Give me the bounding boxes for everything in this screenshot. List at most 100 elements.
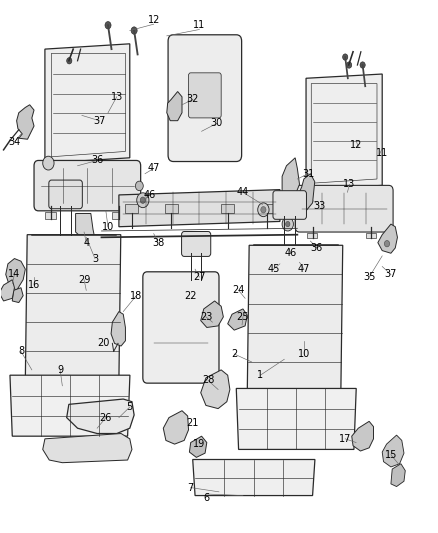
Polygon shape [193,459,315,496]
Circle shape [346,62,352,68]
Polygon shape [201,301,223,327]
Polygon shape [167,92,182,120]
Polygon shape [67,399,134,433]
Polygon shape [382,435,404,467]
Text: 47: 47 [148,164,160,173]
FancyBboxPatch shape [273,191,307,219]
Polygon shape [201,370,230,409]
Text: 30: 30 [211,118,223,128]
Text: 24: 24 [233,285,245,295]
Bar [125,204,138,214]
Text: 29: 29 [78,274,90,285]
Text: 47: 47 [298,264,310,274]
Text: 28: 28 [202,375,214,385]
Polygon shape [306,74,382,190]
Polygon shape [189,436,207,457]
Text: 7: 7 [187,482,194,492]
Text: 21: 21 [187,418,199,428]
Bar [221,204,234,214]
Polygon shape [228,309,247,330]
Text: 37: 37 [93,116,106,126]
Text: 10: 10 [102,222,114,232]
Text: 38: 38 [152,238,164,248]
Circle shape [43,156,54,170]
Text: 36: 36 [91,156,103,165]
Text: 16: 16 [28,280,40,290]
Polygon shape [6,259,25,290]
Circle shape [105,21,111,29]
Text: 13: 13 [343,179,356,189]
Bar [165,204,178,214]
Text: 46: 46 [285,248,297,259]
Text: 9: 9 [57,365,63,375]
Polygon shape [0,280,14,301]
Circle shape [282,208,289,216]
Polygon shape [10,375,130,436]
Circle shape [385,240,390,247]
Text: 37: 37 [385,270,397,279]
Circle shape [258,203,269,216]
Text: 36: 36 [311,243,323,253]
Text: 12: 12 [350,140,362,150]
Polygon shape [236,389,356,449]
Text: 6: 6 [203,493,209,503]
Circle shape [286,221,290,227]
Polygon shape [119,190,280,227]
FancyBboxPatch shape [295,185,393,232]
Polygon shape [45,44,130,163]
Text: 35: 35 [363,272,375,282]
Text: 44: 44 [237,187,249,197]
Text: 32: 32 [187,94,199,104]
Polygon shape [25,235,121,381]
Polygon shape [247,245,343,391]
FancyBboxPatch shape [143,272,219,383]
Circle shape [360,62,365,68]
Circle shape [135,181,143,191]
Text: 27: 27 [193,272,206,282]
Text: 18: 18 [130,290,142,301]
Text: 12: 12 [148,15,160,25]
FancyBboxPatch shape [188,73,221,118]
Polygon shape [43,433,132,463]
Bar [113,213,123,219]
Text: 26: 26 [100,413,112,423]
Bar [366,233,376,238]
Polygon shape [391,464,405,487]
Text: 33: 33 [313,200,325,211]
Text: 15: 15 [385,450,397,460]
Polygon shape [12,288,23,303]
Polygon shape [111,312,125,346]
FancyBboxPatch shape [168,35,242,161]
Text: 22: 22 [184,290,197,301]
Text: 2: 2 [231,349,237,359]
Polygon shape [17,105,34,139]
Polygon shape [298,174,315,211]
Circle shape [140,197,145,204]
Circle shape [282,217,293,231]
Polygon shape [378,224,397,253]
Text: 8: 8 [18,346,24,357]
FancyBboxPatch shape [34,160,141,211]
Text: 23: 23 [200,312,212,322]
Text: 31: 31 [302,169,314,179]
Circle shape [343,54,348,60]
Text: 11: 11 [376,148,389,158]
Text: 1: 1 [257,370,263,380]
Text: 20: 20 [98,338,110,349]
Bar [45,213,56,219]
Polygon shape [352,421,374,451]
Text: 25: 25 [237,312,249,322]
Circle shape [131,27,137,34]
Text: 13: 13 [111,92,123,102]
Polygon shape [282,158,300,200]
FancyBboxPatch shape [49,180,82,209]
Text: 14: 14 [8,270,21,279]
Text: 34: 34 [8,137,21,147]
Circle shape [137,193,149,208]
Text: 17: 17 [339,434,351,444]
Text: 3: 3 [92,254,98,263]
Text: 45: 45 [267,264,279,274]
Polygon shape [76,214,95,240]
Text: 10: 10 [298,349,310,359]
Text: 4: 4 [83,238,89,248]
